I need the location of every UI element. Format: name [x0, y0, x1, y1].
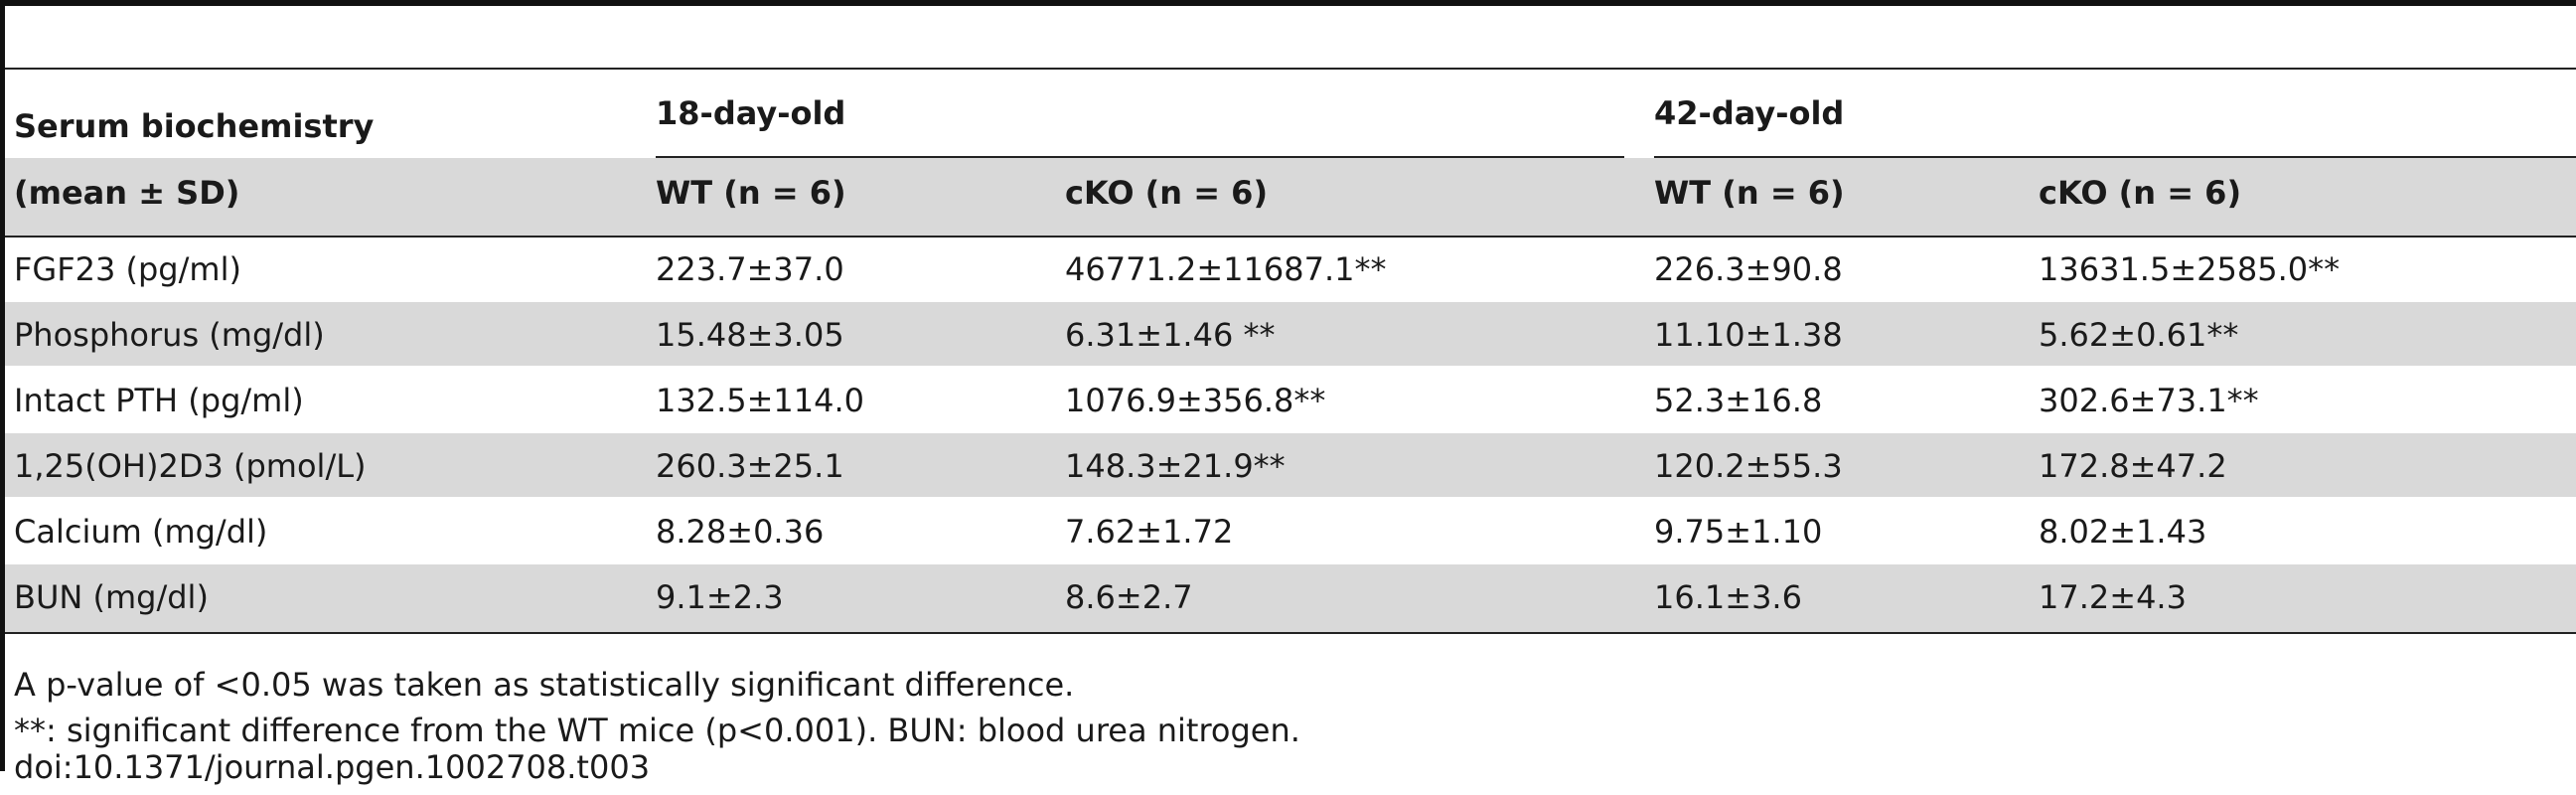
table-bottom-rule	[5, 632, 2576, 634]
row-label: Phosphorus (mg/dl)	[14, 316, 325, 354]
doi-reference: doi:10.1371/journal.pgen.1002708.t003	[14, 748, 651, 786]
cell-wt-42: 11.10±1.38	[1654, 316, 1843, 354]
group-rule-18day	[656, 156, 1624, 158]
cell-wt-42: 226.3±90.8	[1654, 250, 1843, 288]
header-label-line1: Serum biochemistry	[14, 107, 375, 145]
cell-cko-42: 8.02±1.43	[2039, 513, 2207, 551]
row-label: FGF23 (pg/ml)	[14, 250, 241, 288]
cell-wt-42: 52.3±16.8	[1654, 382, 1823, 419]
cell-cko-18: 7.62±1.72	[1065, 513, 1234, 551]
header-top-rule	[5, 68, 2576, 70]
cell-cko-18: 6.31±1.46 **	[1065, 316, 1276, 354]
cell-cko-18: 46771.2±11687.1**	[1065, 250, 1387, 288]
cell-wt-42: 9.75±1.10	[1654, 513, 1823, 551]
subheader-band	[5, 158, 2576, 236]
cell-wt-42: 120.2±55.3	[1654, 447, 1843, 485]
subheader-cko-42: cKO (n = 6)	[2039, 174, 2242, 212]
cell-cko-42: 302.6±73.1**	[2039, 382, 2259, 419]
header-bottom-rule	[5, 236, 2576, 238]
subheader-wt-18: WT (n = 6)	[656, 174, 846, 212]
group-header-42day: 42-day-old	[1654, 94, 1845, 132]
cell-cko-18: 1076.9±356.8**	[1065, 382, 1326, 419]
cell-cko-42: 172.8±47.2	[2039, 447, 2227, 485]
cell-wt-18: 9.1±2.3	[656, 578, 784, 616]
cell-cko-18: 8.6±2.7	[1065, 578, 1193, 616]
row-label: 1,25(OH)2D3 (pmol/L)	[14, 447, 367, 485]
group-header-18day: 18-day-old	[656, 94, 846, 132]
row-band	[5, 433, 2576, 497]
cell-wt-18: 132.5±114.0	[656, 382, 865, 419]
header-label-line2: (mean ± SD)	[14, 174, 240, 212]
top-border	[0, 0, 2576, 6]
cell-wt-18: 260.3±25.1	[656, 447, 844, 485]
subheader-cko-18: cKO (n = 6)	[1065, 174, 1269, 212]
row-band	[5, 302, 2576, 366]
footnote-significance: A p-value of <0.05 was taken as statisti…	[14, 666, 1075, 704]
subheader-wt-42: WT (n = 6)	[1654, 174, 1845, 212]
cell-wt-18: 8.28±0.36	[656, 513, 825, 551]
cell-cko-42: 13631.5±2585.0**	[2039, 250, 2341, 288]
left-border	[0, 0, 5, 771]
row-label: Intact PTH (pg/ml)	[14, 382, 304, 419]
cell-cko-18: 148.3±21.9**	[1065, 447, 1286, 485]
row-label: Calcium (mg/dl)	[14, 513, 268, 551]
footnote-asterisk: **: significant difference from the WT m…	[14, 712, 1300, 749]
group-rule-42day	[1654, 156, 2576, 158]
cell-cko-42: 5.62±0.61**	[2039, 316, 2239, 354]
cell-cko-42: 17.2±4.3	[2039, 578, 2187, 616]
row-band	[5, 564, 2576, 632]
cell-wt-42: 16.1±3.6	[1654, 578, 1802, 616]
row-label: BUN (mg/dl)	[14, 578, 209, 616]
cell-wt-18: 15.48±3.05	[656, 316, 844, 354]
cell-wt-18: 223.7±37.0	[656, 250, 844, 288]
